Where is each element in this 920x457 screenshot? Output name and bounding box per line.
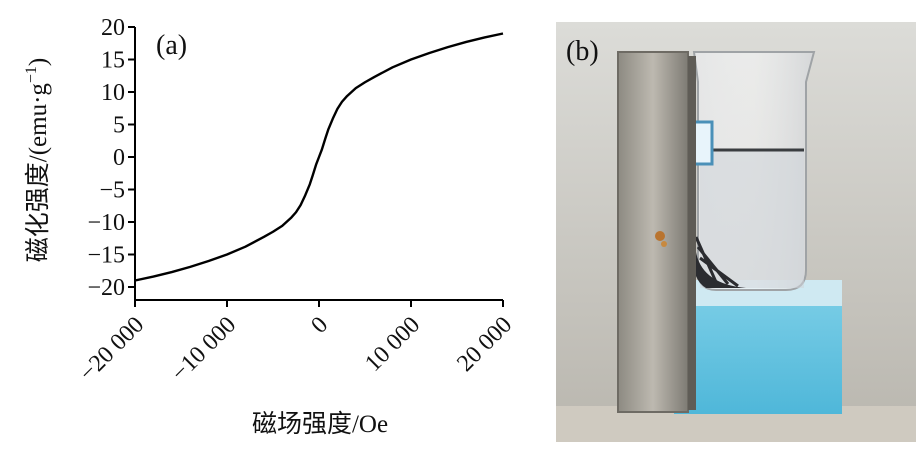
water [700, 150, 804, 288]
y-tick-label: −20 [87, 275, 125, 301]
chart-series [134, 32, 504, 282]
chart-ticks: 20 15 10 5 0 −5 −10 −15 −20 −20 000 −10 000 0 10 000… [75, 15, 518, 386]
y-tick-label: −5 [99, 178, 125, 204]
x-tick-label: 10 000 [360, 312, 425, 377]
photo-illustration [556, 22, 916, 442]
rust-spot [655, 231, 665, 241]
x-tick-label: 0 [306, 312, 333, 339]
magnetization-chart: 20 15 10 5 0 −5 −10 −15 −20 −20 000 −10 000 0 10 000… [23, 15, 518, 438]
chart-axes [134, 27, 503, 301]
x-tick-label: 20 000 [452, 312, 517, 377]
x-tick-label: −10 000 [167, 312, 242, 387]
y-tick-label: 10 [101, 80, 125, 106]
y-axis-title-sup: −1 [23, 66, 40, 83]
y-tick-label: 20 [101, 15, 125, 41]
y-tick-label: 15 [101, 48, 125, 74]
magnetic-particles [691, 172, 746, 288]
magnet-beaker-photo: (b) [556, 22, 916, 442]
y-tick-label: 0 [113, 145, 125, 171]
panel-label-b: (b) [566, 36, 599, 67]
y-axis-title-main: 磁化强度/(emu·g [24, 83, 52, 263]
magnetization-curve [134, 32, 504, 282]
y-axis-title: 磁化强度/(emu·g−1) [23, 58, 52, 263]
panel-label-a: (a) [156, 30, 187, 61]
y-axis-title-end: ) [25, 58, 52, 66]
x-tick-label: −20 000 [75, 312, 150, 387]
magnet-side [688, 56, 696, 410]
particle-streaks [694, 236, 739, 288]
x-axis-title: 磁场强度/Oe [252, 410, 388, 438]
rust-spot-small [661, 241, 667, 247]
y-tick-label: −10 [87, 210, 125, 236]
magnet-block [617, 51, 689, 413]
y-tick-label: −15 [87, 243, 125, 269]
y-tick-label: 5 [113, 113, 125, 139]
